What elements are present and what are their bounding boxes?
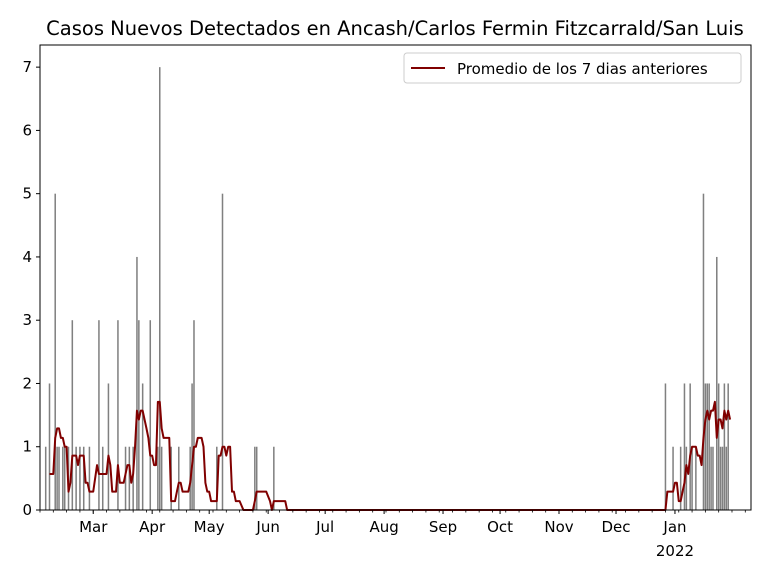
bar (79, 446, 81, 510)
bar (48, 383, 51, 510)
x-tick-label: Sep (429, 518, 457, 536)
bar (178, 446, 180, 510)
bar (136, 256, 138, 510)
y-tick-label: 4 (22, 248, 32, 266)
y-tick-label: 7 (22, 58, 32, 76)
bar (141, 383, 144, 510)
x-tick-label: Jun (255, 518, 279, 536)
bar (62, 446, 64, 510)
bar (160, 446, 163, 510)
x-tick-label: Aug (369, 518, 398, 536)
bar (191, 383, 193, 510)
legend: Promedio de los 7 dias anteriores (403, 52, 742, 84)
y-tick-label: 0 (22, 501, 32, 519)
x-tick-label: Dec (602, 518, 631, 536)
y-tick-label: 3 (22, 311, 32, 329)
bar (63, 446, 66, 510)
x-tick-label: Apr (139, 518, 166, 536)
x-tick-label: Mar (79, 518, 108, 536)
bar (691, 446, 693, 510)
x-tick-label: Nov (544, 518, 573, 536)
bar (71, 320, 74, 510)
bar (723, 383, 726, 510)
bar (54, 193, 56, 510)
bar (193, 320, 195, 510)
bar (107, 383, 110, 510)
x-tick-label: Jan (662, 518, 686, 536)
bar (221, 193, 224, 510)
bar (725, 446, 728, 510)
bar (128, 446, 131, 510)
bar (254, 446, 256, 510)
y-tick-label: 6 (22, 121, 32, 139)
bar (695, 446, 697, 510)
bar (685, 446, 688, 510)
y-tick-label: 5 (22, 185, 32, 203)
bar (704, 383, 707, 510)
y-tick-label: 1 (22, 438, 32, 456)
line-layer (49, 400, 732, 511)
bar (710, 446, 712, 510)
bar (664, 383, 667, 510)
y-tick-label: 2 (22, 374, 32, 392)
bar (88, 446, 91, 510)
x-tick-label: Oct (487, 518, 513, 536)
bar (58, 446, 60, 510)
bar (706, 383, 709, 510)
bar (98, 320, 100, 510)
bar (721, 446, 724, 510)
bar (727, 383, 729, 510)
x-tick-label: Jul (315, 518, 334, 536)
chart-title: Casos Nuevos Detectados en Ancash/Carlos… (46, 17, 744, 40)
bar (689, 383, 691, 510)
bar (44, 446, 47, 510)
bar (149, 320, 152, 510)
bar (719, 446, 722, 510)
bar (255, 446, 258, 510)
plot-frame (39, 44, 752, 511)
bar (117, 320, 119, 510)
legend-box (403, 52, 742, 84)
bar (159, 67, 161, 511)
axes-layer: 0 1 2 3 4 5 6 7 Mar Apr May Jun Jul Aug Sep Oct Nov Dec Ja… (22, 44, 752, 560)
bar (157, 446, 159, 510)
bar (82, 446, 85, 510)
bar (708, 383, 710, 510)
bar (273, 446, 275, 510)
x-tick-year-label: 2022 (656, 542, 694, 560)
bar (672, 446, 674, 510)
legend-label: Promedio de los 7 dias anteriores (457, 60, 708, 78)
bar (712, 446, 714, 510)
bar (101, 446, 104, 510)
bar (683, 383, 686, 510)
x-tick-label: May (194, 518, 225, 536)
bar (702, 193, 705, 510)
bar (679, 446, 682, 510)
bar (56, 446, 58, 510)
bar (75, 446, 77, 510)
bar (717, 383, 720, 510)
series-line-moving-average (49, 400, 732, 511)
bar (716, 256, 718, 510)
